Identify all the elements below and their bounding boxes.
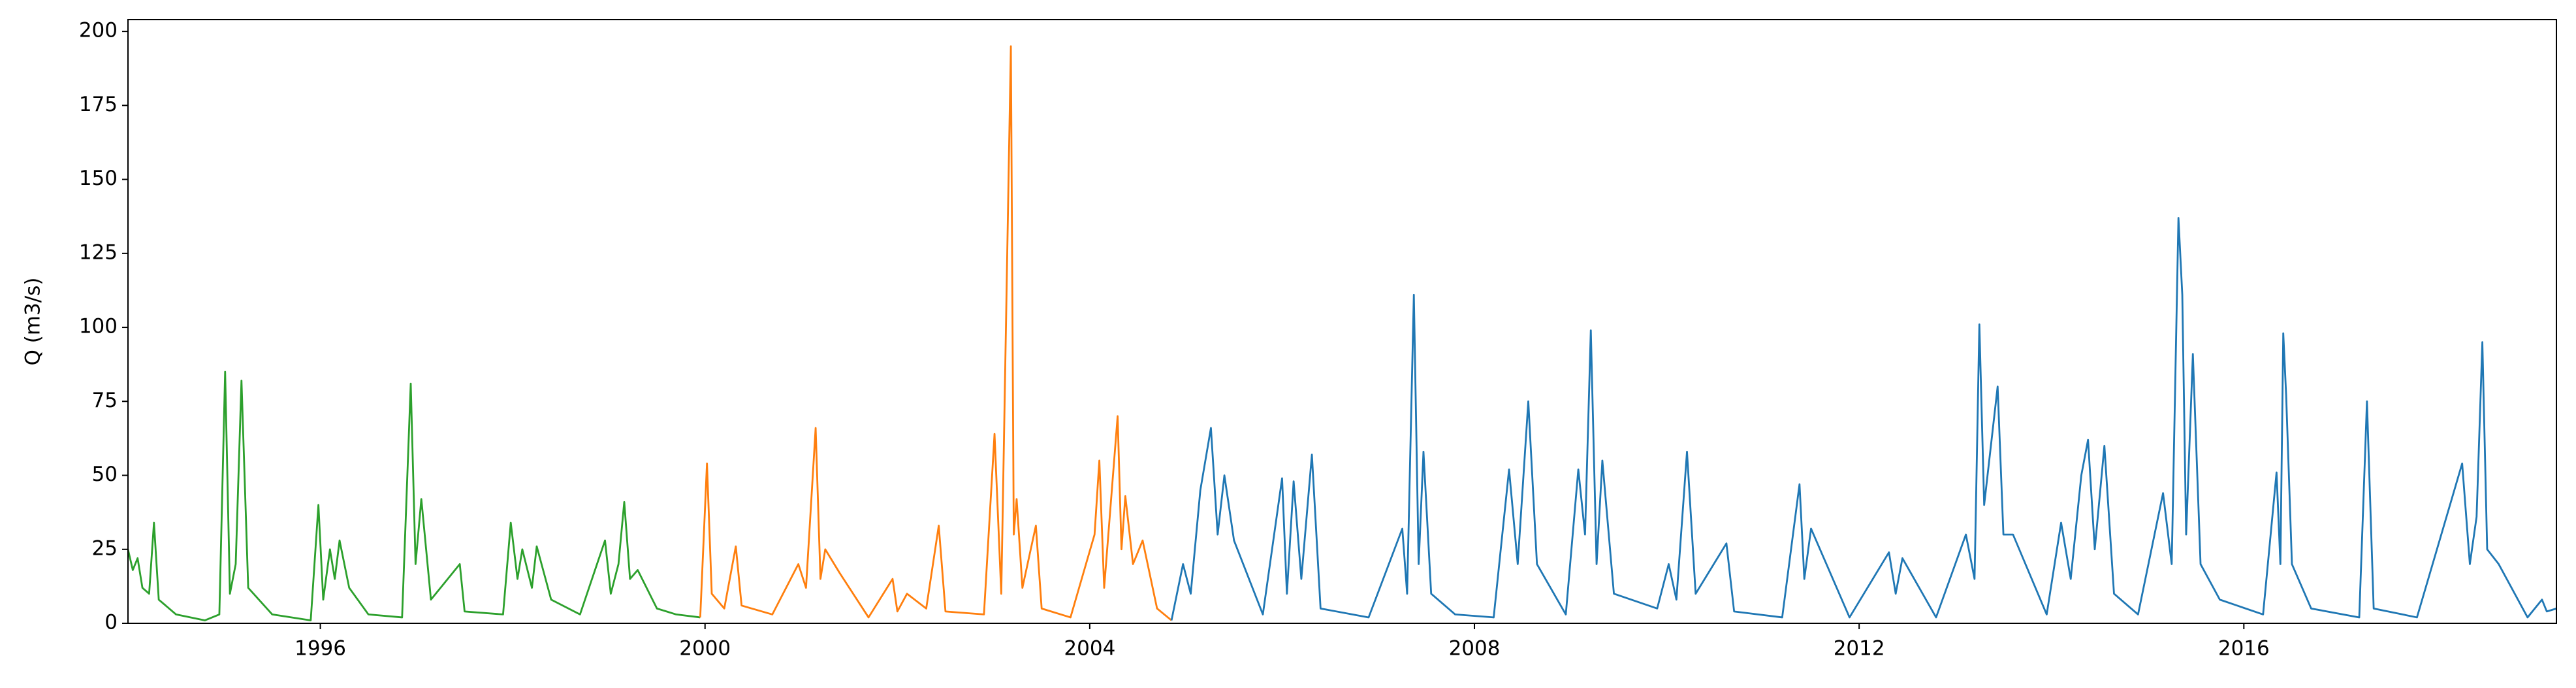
y-tick-label: 100	[79, 315, 118, 338]
y-tick-label: 75	[92, 389, 118, 412]
plot-frame	[127, 19, 2557, 624]
x-tick-label: 2000	[679, 637, 731, 661]
y-axis-label: Q (m3/s)	[22, 278, 45, 366]
x-tick-label: 2004	[1064, 637, 1115, 661]
y-tick-label: 50	[92, 463, 118, 486]
series-line	[1170, 217, 2556, 621]
series-line	[128, 370, 701, 621]
x-tick-label: 2016	[2218, 637, 2270, 661]
y-tick-label: 125	[79, 240, 118, 264]
x-tick-label: 2008	[1449, 637, 1501, 661]
x-tick-label: 1996	[294, 637, 346, 661]
y-tick-label: 150	[79, 167, 118, 190]
y-tick-label: 175	[79, 93, 118, 116]
y-tick-label: 0	[104, 611, 118, 634]
x-tick-label: 2012	[1834, 637, 1885, 661]
series-line	[699, 45, 1172, 621]
plot-area	[128, 45, 2556, 621]
y-tick-label: 25	[92, 536, 118, 560]
y-tick-label: 200	[79, 19, 118, 42]
